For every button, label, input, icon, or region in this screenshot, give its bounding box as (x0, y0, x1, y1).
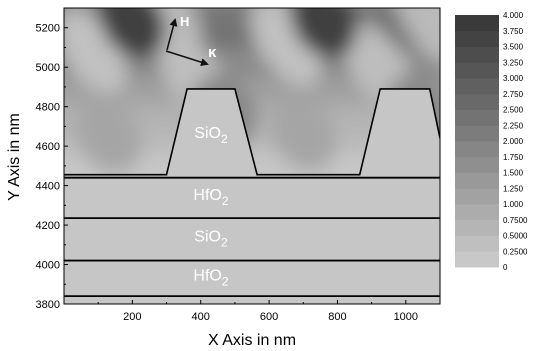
y-tick-label: 4400 (36, 181, 60, 193)
color-scale-swatch (455, 93, 499, 110)
color-scale-label: 1.000 (503, 200, 524, 209)
grating-label: SiO2 (194, 125, 228, 146)
color-scale-swatch (455, 188, 499, 205)
contour-lobe (99, 8, 166, 58)
y-axis-label: Y Axis in nm (6, 113, 23, 201)
x-tick-label: 400 (192, 311, 210, 323)
y-tick-label: 3800 (36, 299, 60, 311)
h-vector-label: H (180, 14, 189, 29)
layer-label-1: HfO2 (193, 267, 228, 288)
color-scale-label: 3.250 (503, 58, 524, 67)
x-axis-ticks: 200 400 600 800 1000 (97, 300, 418, 323)
grating-outline (64, 88, 440, 176)
y-tick-label: 5200 (36, 23, 60, 35)
contour-lobe (270, 98, 337, 170)
color-scale-label: 1.250 (503, 184, 524, 193)
color-scale-label: 1.750 (503, 153, 524, 162)
y-tick-label: 4200 (36, 220, 60, 232)
color-scale-label: 3.500 (503, 43, 524, 52)
layer-boundaries (64, 176, 440, 298)
color-scale-label: 3.750 (503, 27, 524, 36)
color-scale-labels: 0 0.2500 0.5000 0.7500 1.000 1.250 1.500 1.750 2… (503, 11, 528, 272)
h-vector-arrow (166, 18, 178, 51)
color-scale-swatch (455, 141, 499, 158)
color-scale-swatch (455, 15, 499, 32)
color-scale-swatch (455, 219, 499, 236)
plot-frame (63, 7, 441, 305)
color-scale-swatch (455, 251, 499, 268)
material-labels: HfO2 SiO2 HfO2 SiO2 (193, 125, 228, 288)
x-tick-label: 1000 (394, 311, 418, 323)
y-tick-label: 5000 (36, 62, 60, 74)
color-scale-label: 1.500 (503, 169, 524, 178)
color-scale-label: 2.250 (503, 121, 524, 130)
contour-lobe (290, 8, 357, 58)
color-scale-label: 0.7500 (503, 216, 528, 225)
contour-lobe (64, 9, 127, 94)
y-tick-label: 4000 (36, 260, 60, 272)
x-tick-label: 200 (123, 311, 141, 323)
x-tick-label: 800 (328, 311, 346, 323)
color-scale-label: 0 (503, 263, 508, 272)
y-tick-label: 4800 (36, 102, 60, 114)
kappa-vector-label: κ (208, 44, 217, 61)
grating-fill (64, 88, 440, 304)
plot-area (64, 8, 440, 304)
color-scale-swatch (455, 78, 499, 95)
contour-lobe (251, 8, 321, 86)
layer-label-2: SiO2 (194, 228, 228, 249)
color-scale-label: 2.500 (503, 106, 524, 115)
layer-label-3: HfO2 (193, 187, 228, 208)
color-scale-label: 4.000 (503, 11, 524, 20)
color-scale-label: 0.2500 (503, 247, 528, 256)
x-tick-label: 600 (260, 311, 278, 323)
field-vectors: H κ (165, 14, 217, 66)
color-scale-swatch (455, 109, 499, 126)
y-tick-label: 4600 (36, 141, 60, 153)
color-scale-label: 2.000 (503, 137, 524, 146)
color-scale-swatch (455, 172, 499, 189)
color-scale-swatch (455, 156, 499, 173)
color-scale-swatch (455, 62, 499, 79)
contour-lobe (75, 100, 142, 172)
color-scale-label: 2.750 (503, 90, 524, 99)
y-axis-ticks: 3800 4000 4200 4400 4600 4800 5000 5200 (36, 23, 68, 311)
color-scale-swatch (455, 204, 499, 221)
color-scale-swatch (455, 46, 499, 63)
kappa-vector-arrow (165, 50, 209, 66)
x-axis-label: X Axis in nm (208, 332, 296, 349)
color-scale-swatch (455, 30, 499, 47)
color-scale-swatch (455, 235, 499, 252)
contour-lobe (398, 8, 440, 64)
color-scale-legend (455, 15, 499, 268)
color-scale-swatch (455, 125, 499, 142)
color-scale-label: 0.5000 (503, 232, 528, 241)
color-scale-label: 3.000 (503, 74, 524, 83)
